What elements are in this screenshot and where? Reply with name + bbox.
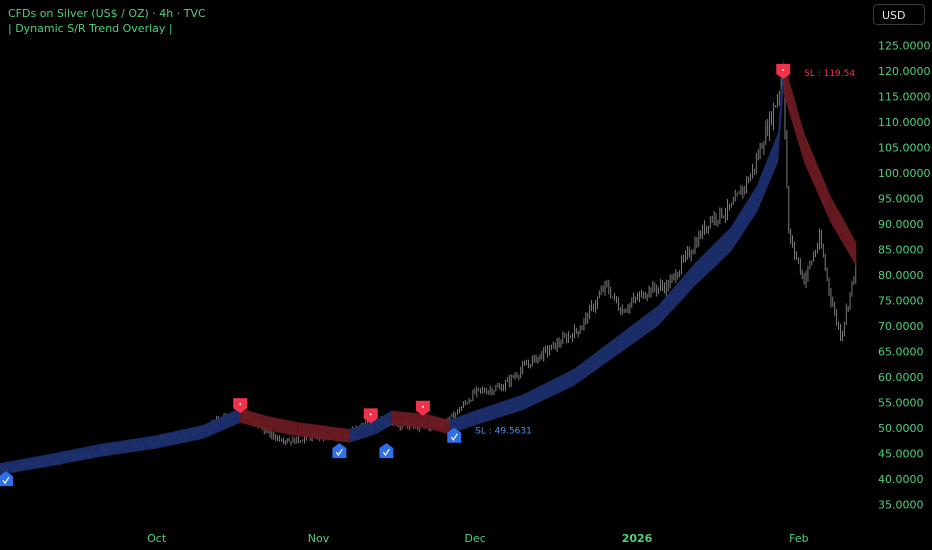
sell-marker — [233, 398, 248, 414]
sell-signal — [415, 400, 430, 416]
price-tick-label: 120.0000 — [878, 65, 931, 78]
price-tick-label: 95.0000 — [878, 192, 924, 205]
price-tick-label: 45.0000 — [878, 448, 924, 461]
price-tick-label: 110.0000 — [878, 116, 931, 129]
sl-label: SL : 49.5631 — [475, 426, 532, 436]
sl-label: SL : 119.54 — [804, 69, 855, 79]
band-segment — [616, 305, 658, 356]
time-tick-label: Oct — [147, 532, 167, 545]
indicator-label[interactable]: | Dynamic S/R Trend Overlay | — [8, 22, 173, 35]
price-tick-label: 105.0000 — [878, 141, 931, 154]
sell-marker — [363, 408, 378, 424]
band-segment — [475, 394, 523, 426]
price-tick-label: 70.0000 — [878, 320, 924, 333]
sell-signal — [363, 408, 378, 424]
sell-marker — [415, 400, 430, 416]
band-segment — [757, 132, 779, 212]
time-tick-label: Feb — [789, 532, 808, 545]
band-segment — [830, 195, 857, 267]
buy-signal — [447, 427, 462, 443]
band-segment — [46, 444, 100, 467]
buy-signal — [379, 443, 394, 459]
price-tick-label: 100.0000 — [878, 167, 931, 180]
band-segment — [156, 424, 204, 449]
band-segment — [375, 410, 392, 435]
band-segment — [731, 185, 758, 252]
buy-marker — [447, 427, 462, 443]
band-segment — [574, 337, 617, 386]
band-segment — [694, 227, 732, 287]
price-tick-label: 80.0000 — [878, 269, 924, 282]
price-tick-label: 65.0000 — [878, 346, 924, 359]
band-segment — [391, 410, 429, 429]
band-segment — [240, 407, 267, 431]
band-segment — [449, 410, 476, 435]
price-tick-label: 60.0000 — [878, 371, 924, 384]
price-tick-label: 75.0000 — [878, 295, 924, 308]
time-tick-label: Dec — [465, 532, 486, 545]
price-tick-label: 85.0000 — [878, 243, 924, 256]
sell-signal — [233, 398, 248, 414]
candles — [0, 77, 857, 474]
buy-marker — [0, 471, 13, 487]
time-tick-label: 2026 — [622, 532, 653, 545]
buy-signal — [0, 471, 13, 487]
buy-signal — [332, 443, 347, 459]
buy-marker — [332, 443, 347, 459]
band-segment — [203, 407, 241, 439]
check-icon — [382, 448, 390, 457]
band-segment — [804, 132, 831, 222]
buy-marker — [379, 443, 394, 459]
band-segment — [266, 415, 298, 437]
price-tick-label: 90.0000 — [878, 218, 924, 231]
price-tick-label: 115.0000 — [878, 90, 931, 103]
chart-title: CFDs on Silver (US$ / OZ) · 4h · TVC — [8, 7, 206, 20]
sell-signal — [776, 63, 791, 79]
band-segment — [522, 368, 575, 411]
trend-band — [0, 59, 857, 475]
check-icon — [335, 448, 343, 457]
band-segment — [657, 263, 695, 326]
check-icon — [450, 433, 458, 441]
dot-icon — [782, 68, 785, 71]
time-axis[interactable]: Oct Nov Dec 2026 Feb — [147, 532, 809, 545]
price-tick-label: 35.0000 — [878, 499, 924, 512]
sell-marker — [776, 63, 791, 79]
dot-icon — [369, 413, 372, 416]
band-segment — [778, 59, 784, 163]
band-segment — [0, 454, 47, 475]
band-segment — [428, 414, 450, 435]
price-tick-label: 40.0000 — [878, 473, 924, 486]
check-icon — [2, 476, 10, 485]
dot-icon — [421, 405, 424, 408]
price-tick-label: 50.0000 — [878, 422, 924, 435]
band-segment — [297, 422, 329, 441]
sl-annotations: SL : 119.54 SL : 49.5631 — [475, 69, 855, 436]
time-tick-label: Nov — [308, 532, 330, 545]
dot-icon — [239, 403, 242, 406]
price-tick-label: 55.0000 — [878, 397, 924, 410]
band-segment — [349, 420, 376, 443]
price-axis[interactable]: 35.0000 40.0000 45.0000 50.0000 55.0000 60.00… — [878, 39, 931, 511]
band-segment — [328, 426, 350, 443]
band-segment — [99, 435, 157, 457]
band-segment — [783, 59, 805, 163]
price-tick-label: 125.0000 — [878, 39, 931, 52]
currency-button[interactable]: USD — [873, 4, 925, 25]
signal-markers — [0, 63, 791, 487]
